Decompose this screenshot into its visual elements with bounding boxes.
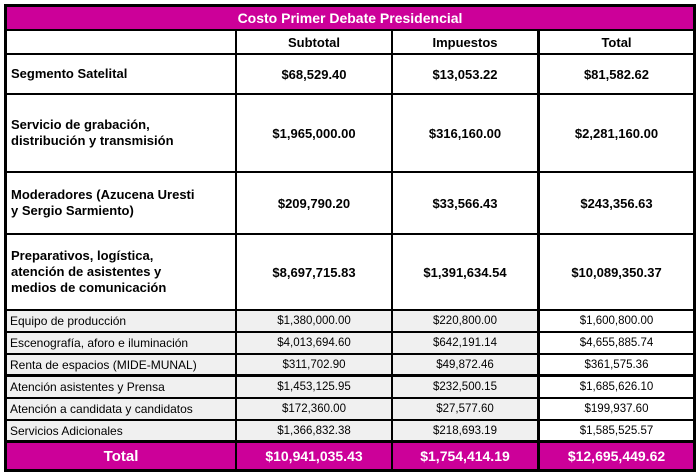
row-label: Atención a candidata y candidatos: [7, 399, 237, 419]
cell-subtotal: $8,697,715.83: [237, 235, 393, 309]
cell-total: $199,937.60: [540, 399, 693, 419]
cell-subtotal: $1,453,125.95: [237, 377, 393, 397]
row-label: Moderadores (Azucena Uresti y Sergio Sar…: [7, 173, 237, 233]
row-label: Servicios Adicionales: [7, 421, 237, 440]
table-row-escenografia: Escenografía, aforo e iluminación $4,013…: [7, 333, 693, 355]
cell-total: $361,575.36: [540, 355, 693, 374]
table-title: Costo Primer Debate Presidencial: [237, 10, 463, 26]
total-impuestos: $1,754,414.19: [393, 443, 540, 469]
table-row-servicios-adicionales: Servicios Adicionales $1,366,832.38 $218…: [7, 421, 693, 443]
cell-impuestos: $13,053.22: [393, 55, 540, 93]
cost-table: Costo Primer Debate Presidencial Subtota…: [4, 4, 696, 472]
cell-total: $1,600,800.00: [540, 311, 693, 331]
cell-impuestos: $33,566.43: [393, 173, 540, 233]
cell-subtotal: $172,360.00: [237, 399, 393, 419]
table-row-equipo-produccion: Equipo de producción $1,380,000.00 $220,…: [7, 311, 693, 333]
table-row-grand-total: Total $10,941,035.43 $1,754,414.19 $12,6…: [7, 443, 693, 469]
header-subtotal: Subtotal: [237, 31, 393, 53]
table-row-atencion-asistentes: Atención asistentes y Prensa $1,453,125.…: [7, 377, 693, 399]
cell-total: $1,585,525.57: [540, 421, 693, 440]
table-row-preparativos: Preparativos, logística, atención de asi…: [7, 235, 693, 311]
cell-total: $4,655,885.74: [540, 333, 693, 353]
row-label: Escenografía, aforo e iluminación: [7, 333, 237, 353]
cell-total: $2,281,160.00: [574, 125, 659, 141]
row-label: Renta de espacios (MIDE-MUNAL): [7, 355, 237, 374]
row-label: Servicio de grabación, distribución y tr…: [7, 95, 237, 171]
total-label: Total: [7, 443, 237, 469]
cell-subtotal: $1,380,000.00: [237, 311, 393, 331]
title-row: Costo Primer Debate Presidencial: [7, 7, 693, 31]
cell-subtotal: $68,529.40: [237, 55, 393, 93]
table-row-servicio-grabacion: Servicio de grabación, distribución y tr…: [7, 95, 693, 173]
row-label: Preparativos, logística, atención de asi…: [7, 235, 237, 309]
header-row: Subtotal Impuestos Total: [7, 31, 693, 55]
cell-subtotal: $4,013,694.60: [237, 333, 393, 353]
cell-impuestos: $218,693.19: [393, 421, 540, 440]
cell-impuestos: $1,391,634.54: [393, 235, 540, 309]
header-impuestos: Impuestos: [393, 31, 540, 53]
cell-total: $1,685,626.10: [540, 377, 693, 397]
row-label: Equipo de producción: [7, 311, 237, 331]
cell-total: $10,089,350.37: [571, 264, 662, 280]
table-row-segmento-satelital: Segmento Satelital $68,529.40 $13,053.22…: [7, 55, 693, 95]
cell-subtotal: $1,965,000.00: [237, 95, 393, 171]
cell-impuestos: $316,160.00: [393, 95, 540, 171]
total-total: $12,695,449.62: [540, 443, 693, 469]
cell-impuestos: $49,872.46: [393, 355, 540, 374]
cell-total: $81,582.62: [583, 66, 650, 82]
cell-impuestos: $220,800.00: [393, 311, 540, 331]
table-row-renta-espacios: Renta de espacios (MIDE-MUNAL) $311,702.…: [7, 355, 693, 377]
table-row-moderadores: Moderadores (Azucena Uresti y Sergio Sar…: [7, 173, 693, 235]
row-label: Atención asistentes y Prensa: [7, 377, 237, 397]
row-label: Segmento Satelital: [7, 55, 237, 93]
cell-subtotal: $1,366,832.38: [237, 421, 393, 440]
table-row-atencion-candidatos: Atención a candidata y candidatos $172,3…: [7, 399, 693, 421]
cell-impuestos: $642,191.14: [393, 333, 540, 353]
cell-impuestos: $232,500.15: [393, 377, 540, 397]
cell-subtotal: $209,790.20: [237, 173, 393, 233]
cell-subtotal: $311,702.90: [237, 355, 393, 374]
header-total: Total: [601, 34, 632, 50]
cell-total: $243,356.63: [580, 195, 653, 211]
cell-impuestos: $27,577.60: [393, 399, 540, 419]
header-empty-cell: [7, 31, 237, 53]
total-subtotal: $10,941,035.43: [237, 443, 393, 469]
